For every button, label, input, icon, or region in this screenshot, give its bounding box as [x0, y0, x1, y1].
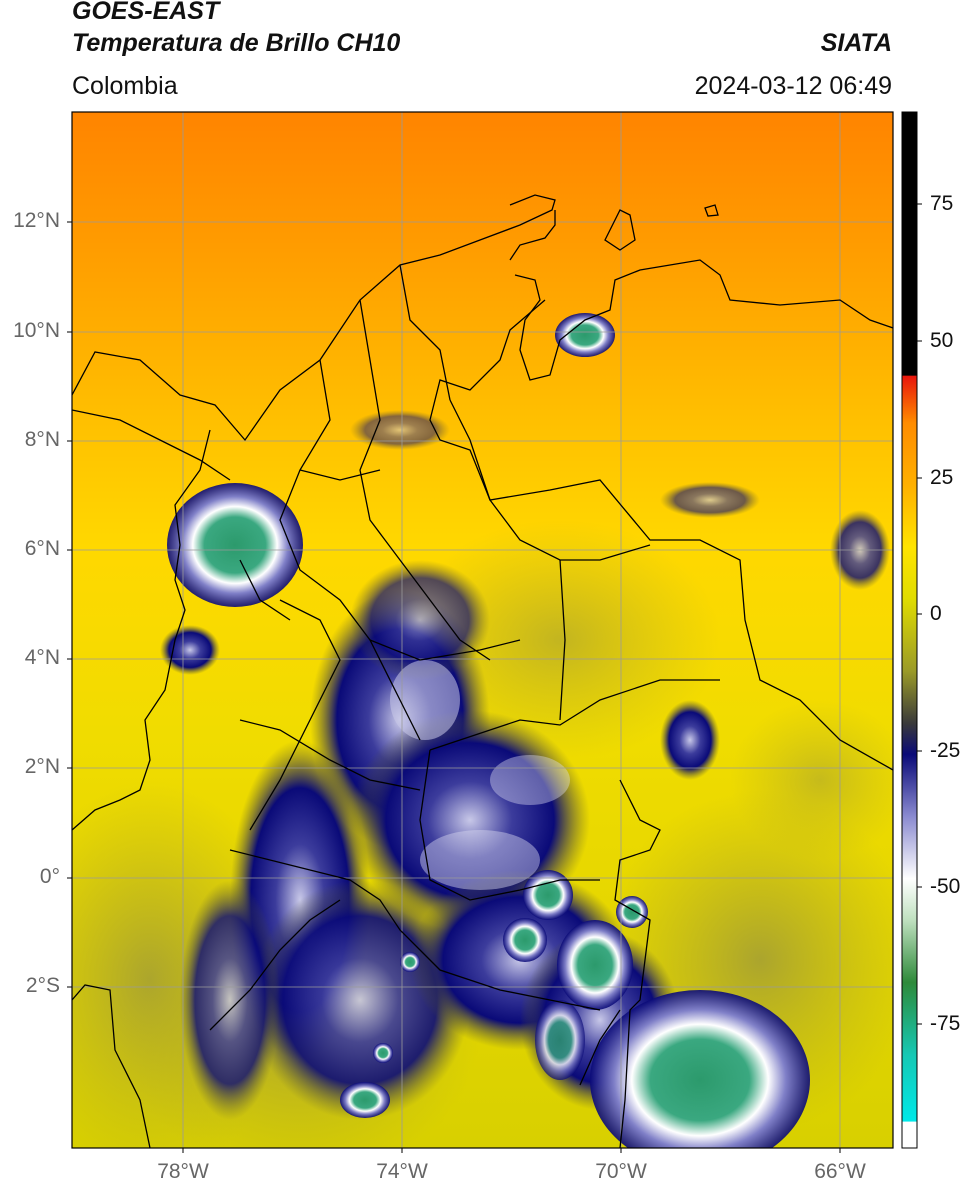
title-line1: GOES-EAST: [72, 0, 220, 25]
colorbar-tick-label: 25: [930, 466, 954, 489]
lat-ticks: [67, 221, 841, 1153]
lat-label: 8°N: [24, 428, 60, 451]
lon-label: 74°W: [376, 1160, 428, 1183]
region-label: Colombia: [72, 72, 178, 100]
brightness-temperature-field: [72, 112, 893, 1148]
colorbar-ticks: [917, 203, 922, 1025]
brand-label: SIATA: [820, 29, 892, 57]
colorbar-tick-label: 50: [930, 329, 954, 352]
lat-label: 0°: [39, 865, 60, 888]
lat-label: 2°S: [25, 974, 60, 997]
colorbar-tick-label: 75: [930, 192, 954, 215]
colorbar-tick-label: -25: [930, 739, 961, 762]
datetime-label: 2024-03-12 06:49: [694, 72, 892, 100]
lat-label: 12°N: [13, 209, 60, 232]
map-frame: [71, 111, 894, 1149]
colorbar-tick-label: -50: [930, 875, 961, 898]
title-line2: Temperatura de Brillo CH10: [72, 29, 401, 57]
lon-label: 66°W: [814, 1160, 866, 1183]
lon-label: 70°W: [595, 1160, 647, 1183]
colorbar: [901, 111, 918, 1149]
country-borders: [72, 194, 893, 1148]
lat-label: 2°N: [24, 755, 60, 778]
colorbar-tick-label: -75: [930, 1012, 961, 1035]
lat-label: 10°N: [13, 319, 60, 342]
graticule: [72, 112, 893, 1148]
lat-label: 6°N: [24, 537, 60, 560]
lon-label: 78°W: [157, 1160, 209, 1183]
colorbar-tick-label: 0: [930, 602, 942, 625]
lat-label: 4°N: [24, 646, 60, 669]
